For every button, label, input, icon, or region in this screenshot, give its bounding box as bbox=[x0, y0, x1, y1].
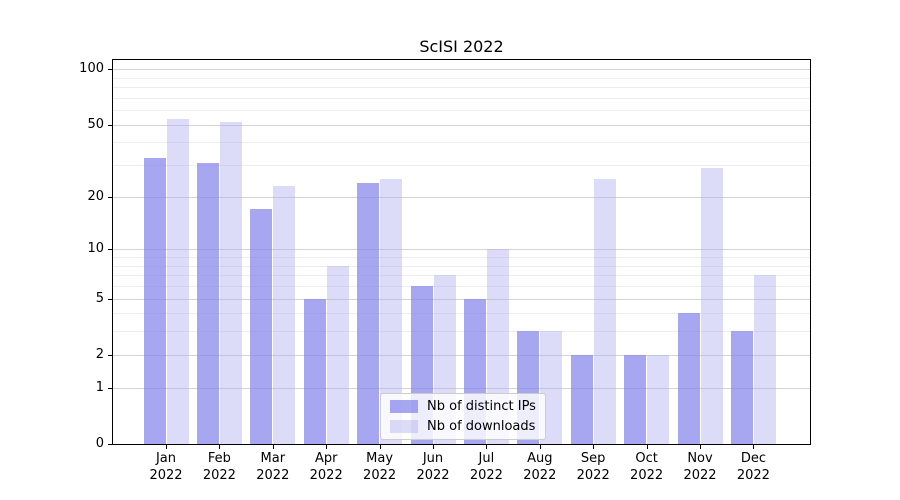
y-tick-label-5: 5 bbox=[95, 290, 104, 306]
bar-ips-apr bbox=[303, 298, 326, 444]
gridline-minor-9 bbox=[113, 257, 810, 258]
x-tick-label-oct: Oct 2022 bbox=[630, 451, 664, 483]
bar-downloads-jan bbox=[166, 118, 189, 444]
gridline-minor-60 bbox=[113, 110, 810, 112]
x-tick-sep bbox=[593, 445, 595, 449]
x-tick-jun bbox=[433, 445, 434, 449]
x-tick-oct bbox=[646, 445, 648, 449]
bar-downloads-sep bbox=[593, 179, 616, 444]
gridline-major-10 bbox=[113, 249, 810, 251]
bar-ips-may bbox=[357, 182, 380, 444]
x-tick-apr bbox=[326, 445, 328, 449]
y-tick-label-1: 1 bbox=[95, 379, 104, 395]
distinct-ips-swatch bbox=[390, 400, 418, 413]
x-tick-label-apr: Apr 2022 bbox=[309, 451, 343, 483]
x-tick-mar bbox=[272, 445, 274, 449]
gridline-major-2 bbox=[113, 354, 810, 356]
bar-downloads-oct bbox=[647, 354, 670, 444]
y-tick-0 bbox=[108, 444, 112, 445]
y-tick-label-100: 100 bbox=[79, 61, 104, 77]
bar-ips-feb bbox=[196, 162, 219, 444]
axis-spine-left bbox=[112, 59, 113, 445]
x-tick-dec bbox=[753, 445, 755, 449]
y-tick-50 bbox=[108, 124, 112, 126]
bar-downloads-nov bbox=[700, 167, 723, 444]
gridline-minor-6 bbox=[113, 285, 810, 287]
bar-ips-oct bbox=[624, 354, 647, 444]
gridline-minor-3 bbox=[113, 331, 810, 333]
x-tick-label-jul: Jul 2022 bbox=[469, 451, 503, 483]
gridline-minor-90 bbox=[113, 77, 810, 79]
x-tick-label-sep: Sep 2022 bbox=[576, 451, 610, 483]
x-tick-nov bbox=[700, 445, 701, 449]
legend-label-distinct-ips: Nb of distinct IPs bbox=[427, 399, 536, 414]
axis-spine-right bbox=[810, 59, 811, 445]
bar-ips-sep bbox=[570, 354, 593, 444]
bar-downloads-dec bbox=[753, 275, 776, 444]
x-tick-feb bbox=[219, 445, 221, 449]
legend-item-downloads: Nb of downloads bbox=[390, 419, 536, 434]
gridline-major-1 bbox=[113, 387, 810, 389]
y-tick-100 bbox=[108, 69, 112, 71]
bar-ips-jan bbox=[143, 157, 166, 444]
x-tick-label-nov: Nov 2022 bbox=[683, 451, 717, 483]
gridline-major-50 bbox=[113, 124, 810, 126]
x-tick-label-mar: Mar 2022 bbox=[256, 451, 290, 483]
bar-ips-mar bbox=[250, 209, 273, 444]
gridline-minor-8 bbox=[113, 265, 810, 267]
legend-label-downloads: Nb of downloads bbox=[427, 419, 536, 434]
x-tick-jan bbox=[166, 445, 167, 449]
y-tick-label-50: 50 bbox=[87, 116, 104, 132]
gridline-minor-80 bbox=[113, 87, 810, 88]
x-tick-label-dec: Dec 2022 bbox=[736, 451, 770, 483]
x-tick-label-jun: Jun 2022 bbox=[416, 451, 450, 483]
x-tick-aug bbox=[539, 445, 541, 449]
gridline-minor-30 bbox=[113, 165, 810, 167]
bar-downloads-may bbox=[380, 179, 403, 444]
x-tick-label-jan: Jan 2022 bbox=[149, 451, 183, 483]
axis-spine-top bbox=[112, 59, 811, 60]
gridline-minor-40 bbox=[113, 142, 810, 144]
x-tick-label-may: May 2022 bbox=[363, 451, 397, 483]
bar-downloads-feb bbox=[219, 121, 242, 444]
y-tick-2 bbox=[108, 354, 112, 356]
x-tick-label-feb: Feb 2022 bbox=[202, 451, 236, 483]
y-tick-1 bbox=[108, 387, 112, 389]
y-tick-label-2: 2 bbox=[95, 346, 104, 362]
gridline-minor-70 bbox=[113, 97, 810, 99]
gridline-major-5 bbox=[113, 298, 810, 300]
y-tick-20 bbox=[108, 196, 112, 198]
legend-item-distinct-ips: Nb of distinct IPs bbox=[390, 399, 536, 414]
bar-ips-nov bbox=[677, 313, 700, 444]
gridline-minor-4 bbox=[113, 313, 810, 315]
y-tick-5 bbox=[108, 298, 112, 300]
x-tick-jul bbox=[486, 445, 488, 449]
downloads-swatch bbox=[390, 420, 418, 433]
chart-title: ScISI 2022 bbox=[419, 37, 504, 56]
y-tick-label-20: 20 bbox=[87, 188, 104, 204]
y-tick-10 bbox=[108, 249, 112, 251]
axis-spine-bottom bbox=[112, 444, 811, 445]
y-tick-label-0: 0 bbox=[95, 436, 104, 451]
gridline-major-100 bbox=[113, 69, 810, 71]
x-tick-label-aug: Aug 2022 bbox=[523, 451, 557, 483]
gridline-minor-7 bbox=[113, 275, 810, 277]
y-tick-label-10: 10 bbox=[87, 241, 104, 257]
bar-ips-dec bbox=[730, 331, 753, 444]
plot-area bbox=[113, 60, 810, 444]
bar-downloads-apr bbox=[326, 265, 349, 444]
x-tick-may bbox=[379, 445, 381, 449]
gridline-major-20 bbox=[113, 196, 810, 198]
bar-downloads-mar bbox=[273, 185, 296, 444]
legend: Nb of distinct IPs Nb of downloads bbox=[380, 393, 546, 440]
